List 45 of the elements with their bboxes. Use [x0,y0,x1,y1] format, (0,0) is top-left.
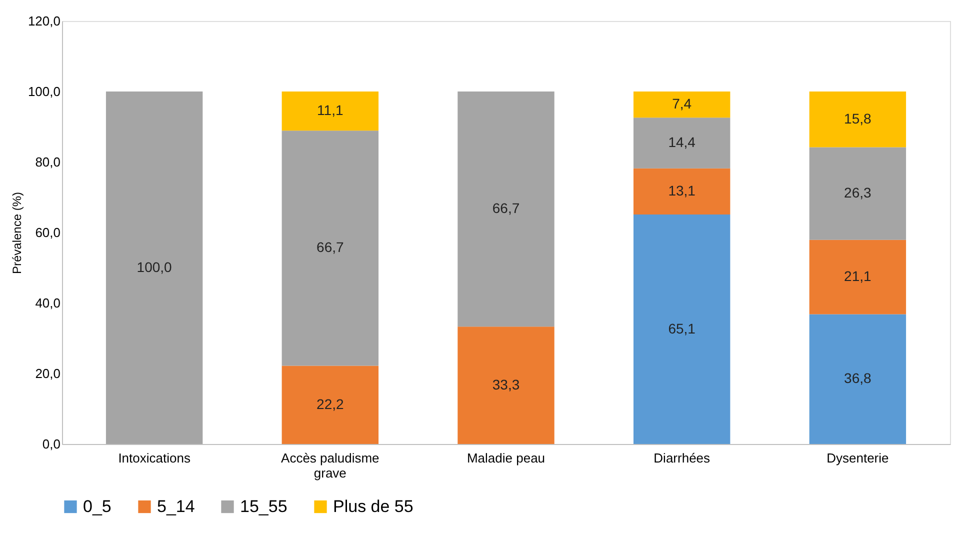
y-tick-label: 0,0 [42,436,60,452]
data-label: 26,3 [844,184,872,201]
bar [282,92,379,131]
legend-label: Plus de 55 [333,496,414,516]
y-axis-title: Prévalence (%) [10,192,24,274]
data-label: 7,4 [672,96,692,112]
y-tick-label: 40,0 [35,296,60,310]
bar [809,240,906,314]
bar [633,92,730,118]
data-label: 21,1 [844,268,872,284]
x-tick-label: Diarrhées [654,450,711,466]
x-tick-label: Dysenterie [826,450,889,466]
bar [458,92,554,327]
data-label: 15,8 [844,110,872,126]
y-tick-label: 60,0 [35,225,60,240]
data-label: 13,1 [668,182,696,198]
bar [282,130,379,366]
y-tick-label: 120,0 [28,14,60,28]
y-tick-label: 20,0 [35,366,60,381]
data-label: 66,7 [316,239,344,256]
y-tick-label: 80,0 [35,154,60,170]
data-label: 14,4 [668,134,696,150]
bar [282,366,379,444]
bar [809,92,906,148]
bar [633,118,730,168]
data-label: 22,2 [316,396,344,412]
bar [809,147,906,240]
x-tick-label: Maladie peau [466,450,546,466]
data-label: 65,1 [668,320,696,336]
y-tick-label: 100,0 [28,84,60,99]
legend-label: 5_14 [157,496,195,516]
bar [458,326,554,444]
x-tick-label: Accès paludisme grave [281,450,380,480]
legend-label: 15_55 [240,496,288,516]
bar [809,314,906,444]
legend-label: 0_5 [83,496,112,516]
data-label: 36,8 [844,370,872,386]
bar [106,92,203,444]
data-label: 11,1 [317,102,344,118]
x-tick-label: Intoxications [118,450,191,466]
bar [633,214,730,444]
data-label: 33,3 [492,376,520,392]
bar [633,168,730,215]
data-label: 100,0 [136,258,172,275]
data-label: 66,7 [492,200,520,216]
